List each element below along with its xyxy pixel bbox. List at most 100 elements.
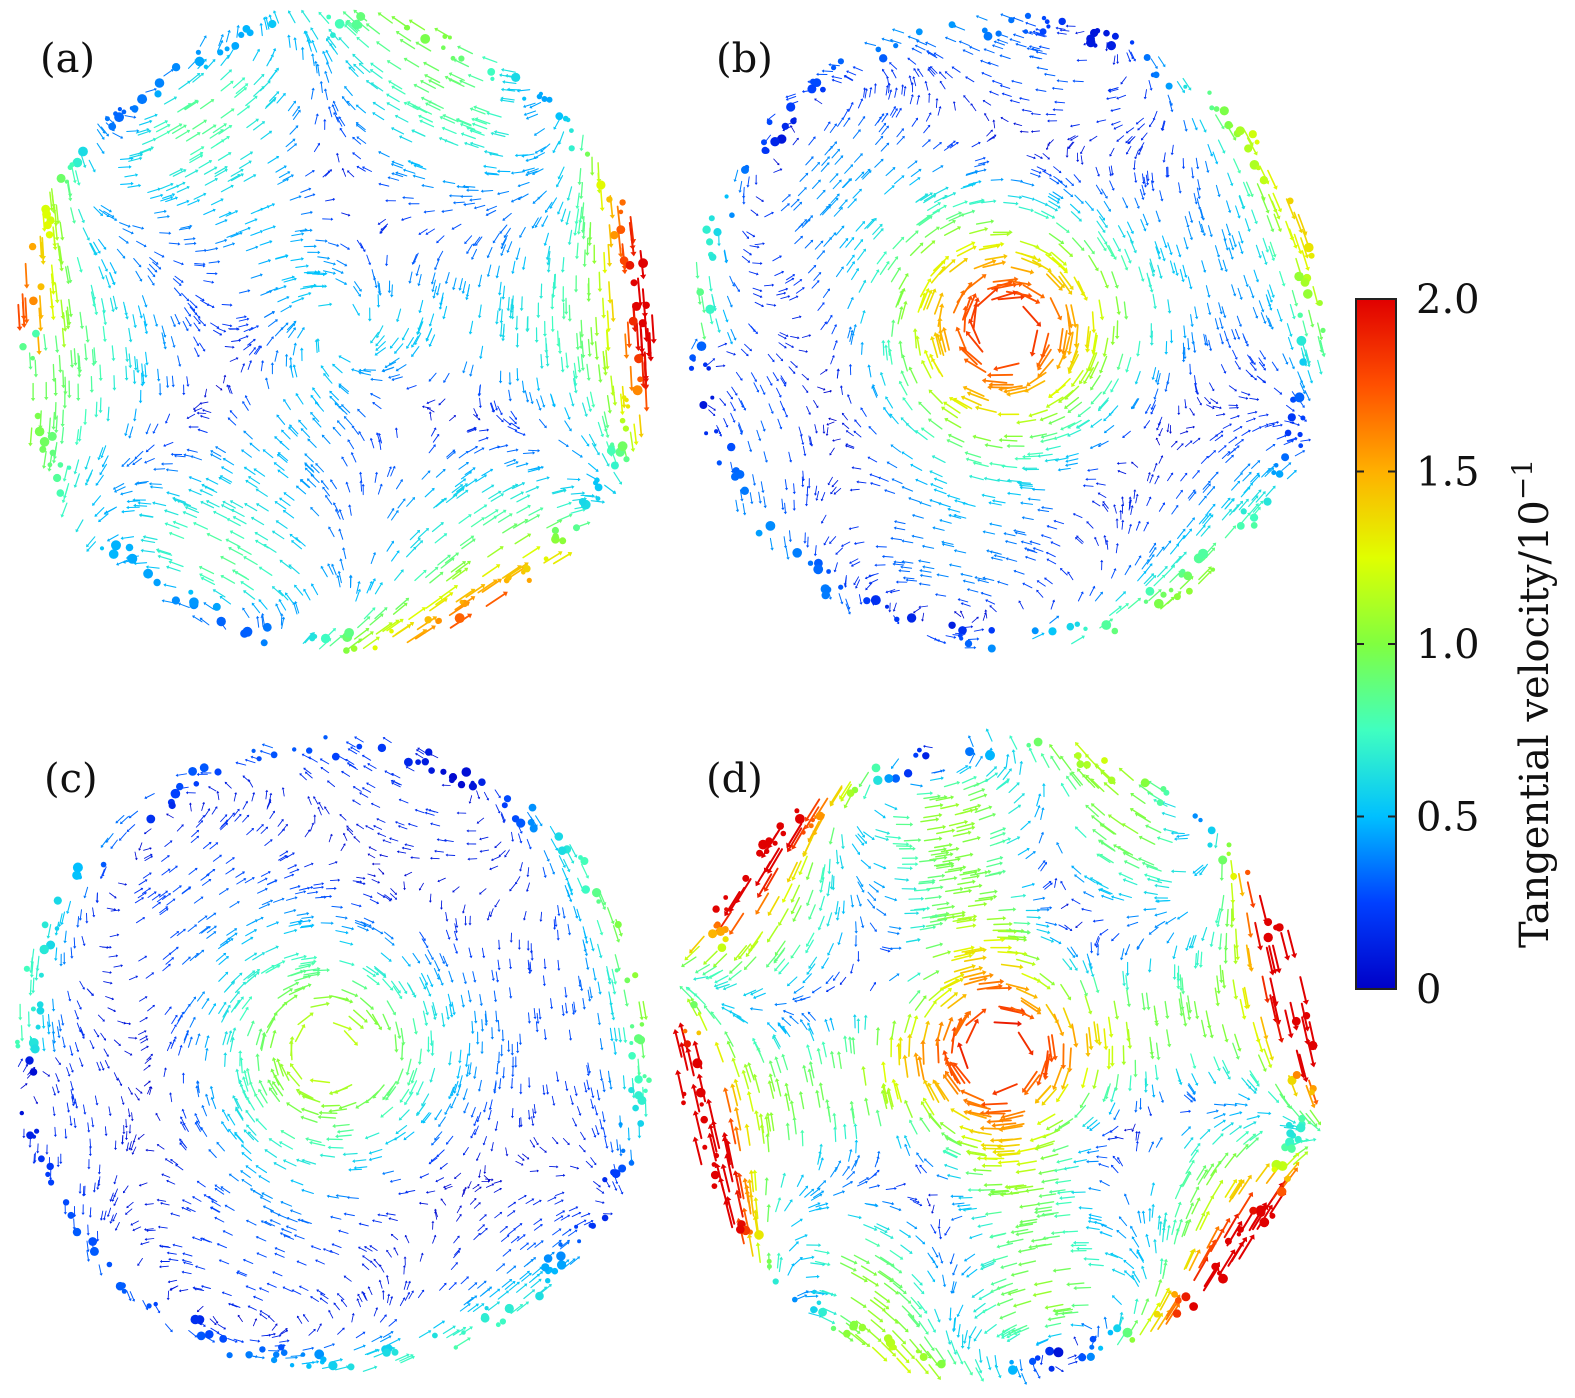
velocity-arrowhead — [486, 274, 491, 278]
velocity-arrow — [603, 411, 608, 427]
velocity-arrowhead — [358, 371, 362, 375]
velocity-arrowhead — [545, 257, 550, 261]
velocity-arrow — [488, 112, 502, 118]
velocity-arrow — [266, 288, 277, 293]
velocity-arrowhead — [803, 453, 807, 457]
velocity-arrow — [546, 520, 561, 529]
velocity-arrow — [75, 170, 80, 184]
velocity-arrow — [331, 480, 337, 490]
velocity-arrow — [1291, 289, 1297, 305]
velocity-arrow — [325, 72, 330, 83]
velocity-arrow — [443, 305, 448, 318]
velocity-arrow — [896, 129, 903, 138]
velocity-arrow — [277, 179, 288, 185]
velocity-arrow — [286, 321, 296, 331]
velocity-arrow — [1214, 318, 1219, 329]
velocity-arrowhead — [338, 385, 342, 389]
velocity-arrowhead — [130, 156, 134, 161]
velocity-arrow — [901, 86, 904, 95]
velocity-arrow — [459, 46, 474, 55]
velocity-arrow — [881, 126, 888, 135]
velocity-arrow — [206, 248, 217, 252]
velocity-arrowhead — [580, 367, 585, 371]
velocity-arrow — [1207, 225, 1212, 236]
velocity-arrow — [497, 405, 502, 414]
velocity-arrowhead — [128, 339, 133, 343]
velocity-arrowhead — [210, 99, 215, 103]
velocity-arrowhead — [154, 324, 159, 327]
velocity-arrowhead — [186, 416, 190, 419]
velocity-arrow — [523, 153, 535, 157]
velocity-arrow — [348, 171, 355, 178]
velocity-arrowhead — [293, 342, 297, 346]
velocity-arrowhead — [396, 550, 400, 554]
velocity-arrowhead — [570, 403, 575, 407]
velocity-arrow — [497, 514, 511, 523]
velocity-arrow — [1001, 85, 1011, 89]
velocity-arrow — [297, 293, 310, 298]
velocity-arrowhead — [495, 564, 501, 569]
velocity-arrow — [510, 492, 523, 500]
velocity-arrowhead — [203, 192, 207, 197]
velocity-arrowhead — [564, 311, 569, 315]
velocity-arrow — [418, 317, 424, 329]
wall-particle — [606, 196, 613, 203]
velocity-arrow — [395, 343, 404, 353]
velocity-arrowhead — [344, 263, 348, 267]
velocity-arrow — [1221, 510, 1231, 521]
velocity-arrow — [1312, 285, 1319, 304]
velocity-arrow — [562, 256, 565, 271]
velocity-arrow — [482, 565, 499, 578]
velocity-arrow — [279, 600, 287, 611]
velocity-arrowhead — [112, 486, 116, 490]
velocity-arrowhead — [220, 574, 225, 579]
velocity-arrowhead — [443, 380, 447, 383]
velocity-arrowhead — [261, 73, 265, 78]
velocity-arrowhead — [771, 283, 775, 287]
velocity-arrow — [85, 455, 91, 468]
velocity-arrow — [880, 143, 889, 152]
velocity-arrow — [358, 38, 370, 48]
velocity-arrowhead — [1026, 452, 1030, 457]
velocity-arrow — [1251, 209, 1257, 223]
velocity-arrowhead — [341, 167, 345, 171]
velocity-arrow — [481, 469, 492, 477]
velocity-arrowhead — [310, 473, 314, 477]
velocity-arrow — [1160, 247, 1165, 260]
velocity-arrow — [275, 437, 285, 446]
velocity-arrowhead — [978, 180, 982, 184]
velocity-arrowhead — [1043, 72, 1047, 76]
velocity-arrowhead — [464, 567, 469, 572]
velocity-arrowhead — [271, 203, 276, 207]
velocity-arrow — [154, 502, 167, 507]
velocity-arrow — [187, 60, 197, 69]
velocity-arrowhead — [199, 154, 204, 158]
velocity-arrow — [964, 580, 975, 584]
velocity-arrowhead — [1209, 348, 1213, 352]
velocity-arrow — [54, 402, 57, 418]
velocity-arrow — [266, 55, 273, 67]
velocity-arrowhead — [514, 483, 519, 488]
velocity-arrowhead — [587, 353, 592, 358]
velocity-arrow — [429, 372, 437, 381]
velocity-arrowhead — [1028, 55, 1032, 59]
velocity-arrowhead — [124, 433, 128, 437]
velocity-arrowhead — [492, 579, 498, 584]
velocity-arrowhead — [534, 224, 538, 228]
velocity-arrowhead — [576, 231, 581, 235]
velocity-arrow — [207, 478, 219, 485]
velocity-arrowhead — [514, 428, 518, 432]
velocity-arrow — [547, 250, 551, 264]
velocity-arrowhead — [561, 316, 566, 320]
velocity-arrowhead — [610, 318, 616, 323]
velocity-arrow — [135, 450, 144, 458]
velocity-arrowhead — [244, 83, 249, 87]
velocity-arrow — [1087, 522, 1094, 529]
velocity-arrow — [376, 335, 385, 345]
velocity-arrowhead — [177, 242, 181, 246]
velocity-arrowhead — [197, 315, 201, 319]
velocity-arrow — [129, 426, 134, 437]
velocity-arrow — [243, 609, 250, 619]
velocity-arrowhead — [232, 345, 235, 349]
velocity-arrow — [1317, 359, 1322, 373]
